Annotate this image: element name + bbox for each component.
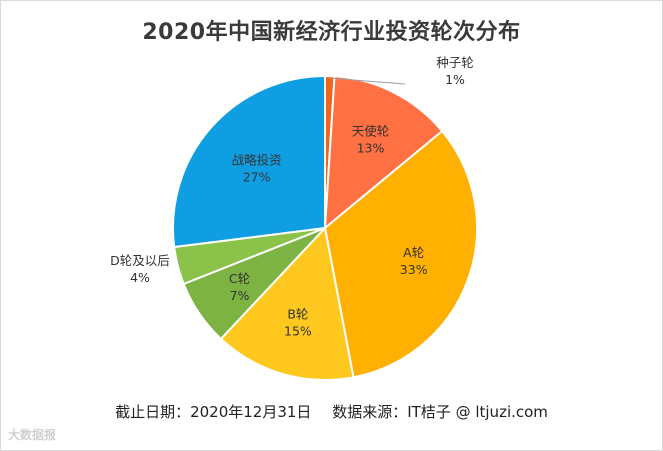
slice-label-4: C轮 xyxy=(229,271,250,286)
slice-value-4: 7% xyxy=(230,288,250,303)
footer-date: 截止日期：2020年12月31日 xyxy=(115,403,312,421)
slice-label-6: 战略投资 xyxy=(232,153,282,168)
slice-label-5: D轮及以后 xyxy=(110,253,170,268)
slice-value-5: 4% xyxy=(130,270,150,285)
slice-label-0: 种子轮 xyxy=(436,55,474,70)
chart-title: 2020年中国新经济行业投资轮次分布 xyxy=(142,20,521,45)
slice-value-6: 27% xyxy=(243,170,271,185)
watermark: 大数据报 xyxy=(8,428,57,442)
slice-value-2: 33% xyxy=(400,262,428,277)
slice-label-3: B轮 xyxy=(287,306,308,321)
pie-slice-6 xyxy=(172,74,326,249)
footer-source: 数据来源：IT桔子 @ ltjuzi.com xyxy=(332,403,548,421)
pie-slice-3 xyxy=(219,225,355,381)
slice-label-1: 天使轮 xyxy=(352,124,390,139)
slice-value-1: 13% xyxy=(357,141,385,156)
slice-value-3: 15% xyxy=(284,323,312,338)
leader-line-0 xyxy=(329,77,406,85)
pie-slice-1 xyxy=(323,75,444,231)
footer-note: 截止日期：2020年12月31日 数据来源：IT桔子 @ ltjuzi.com xyxy=(0,401,663,422)
slice-value-0: 1% xyxy=(445,72,465,87)
slice-label-2: A轮 xyxy=(403,245,424,260)
leader-line-5 xyxy=(177,257,181,266)
pie-slice-2 xyxy=(323,129,478,379)
